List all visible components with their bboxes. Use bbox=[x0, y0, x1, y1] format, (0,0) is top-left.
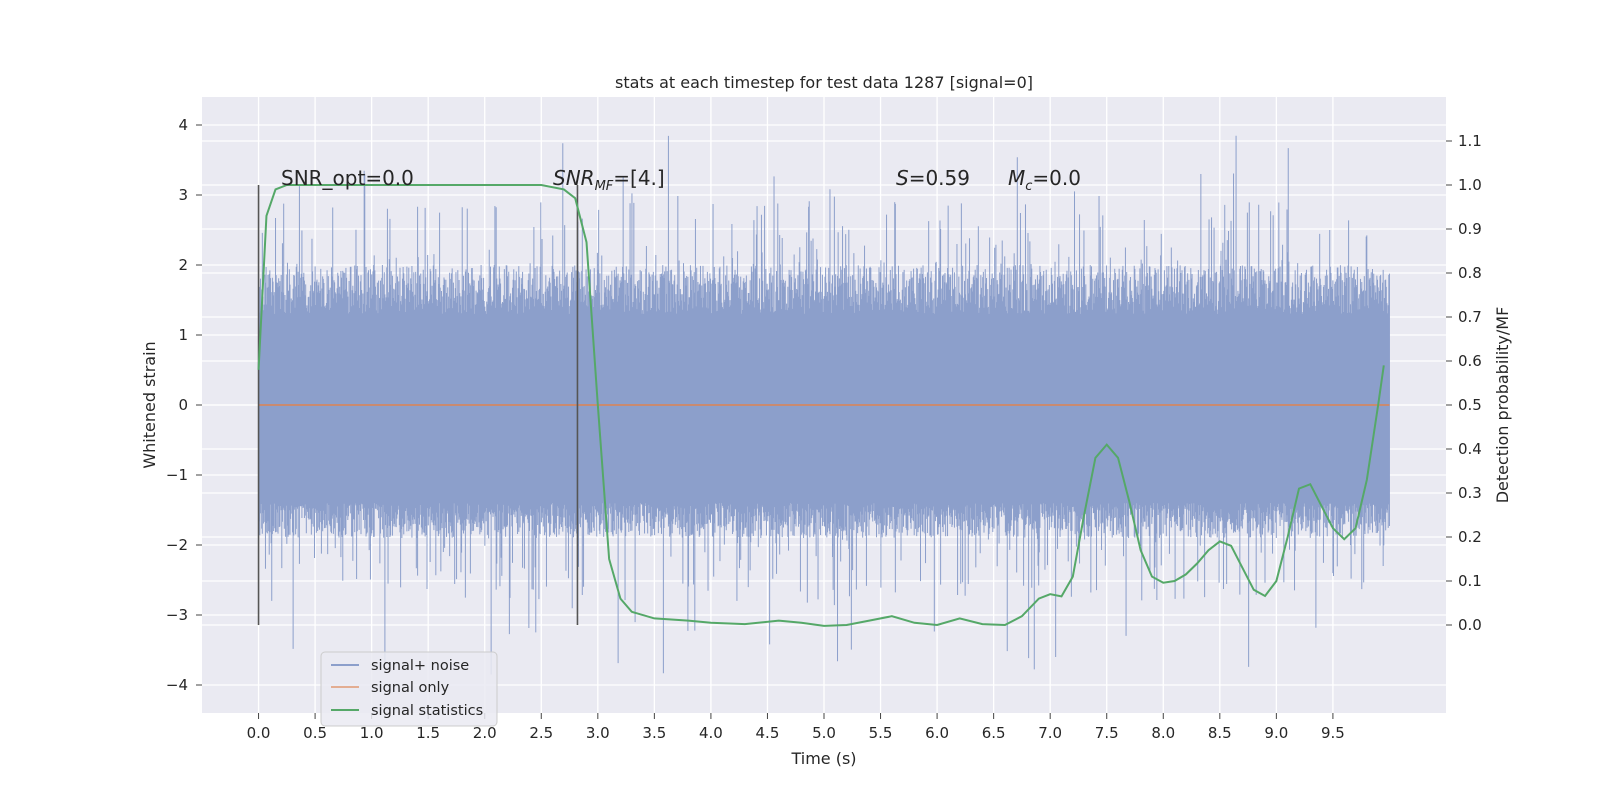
x-tick-label: 2.0 bbox=[473, 724, 497, 742]
y-right-tick-label: 0.6 bbox=[1458, 352, 1482, 370]
x-tick-label: 2.5 bbox=[529, 724, 553, 742]
y-right-tick-label: 1.0 bbox=[1458, 176, 1482, 194]
annotation-snr-mf-sub: MF bbox=[595, 179, 614, 194]
y-right-tick-label: 0.1 bbox=[1458, 572, 1482, 590]
y-right-tick-label: 0.8 bbox=[1458, 264, 1482, 282]
x-tick-label: 7.0 bbox=[1038, 724, 1062, 742]
x-tick-label: 6.5 bbox=[982, 724, 1006, 742]
x-tick-label: 4.0 bbox=[699, 724, 723, 742]
y-left-tick-label: −3 bbox=[166, 606, 188, 624]
x-tick-label: 4.5 bbox=[756, 724, 780, 742]
x-tick-label: 3.5 bbox=[642, 724, 666, 742]
legend: signal+ noise signal only signal statist… bbox=[320, 651, 498, 727]
annotation-s: S=0.59 bbox=[896, 166, 970, 190]
x-tick-label: 3.0 bbox=[586, 724, 610, 742]
annotation-s-symbol: S bbox=[896, 166, 909, 190]
x-tick-label: 0.5 bbox=[303, 724, 327, 742]
y-left-tick-label: 0 bbox=[178, 396, 188, 414]
x-tick-label: 5.0 bbox=[812, 724, 836, 742]
legend-label-signal-statistics: signal statistics bbox=[371, 703, 483, 719]
y-left-tick-label: 2 bbox=[178, 256, 188, 274]
y-right-tick-label: 0.3 bbox=[1458, 484, 1482, 502]
y-right-tick-label: 0.9 bbox=[1458, 220, 1482, 238]
x-tick-label: 1.5 bbox=[416, 724, 440, 742]
y-right-tick-label: 0.5 bbox=[1458, 396, 1482, 414]
y-right-tick-label: 0.2 bbox=[1458, 528, 1482, 546]
y-right-tick-label: 1.1 bbox=[1458, 132, 1482, 150]
annotation-snr-opt: SNR_opt=0.0 bbox=[281, 166, 414, 190]
y-left-tick-label: −1 bbox=[166, 466, 188, 484]
y-left-tick-label: −2 bbox=[166, 536, 188, 554]
legend-label-signal-noise: signal+ noise bbox=[371, 658, 469, 674]
x-tick-label: 5.5 bbox=[869, 724, 893, 742]
series-signal-statistics bbox=[257, 184, 1385, 627]
chart-title: stats at each timestep for test data 128… bbox=[615, 73, 1033, 92]
x-axis-label: Time (s) bbox=[790, 749, 856, 768]
x-axis-ticks: 0.0 0.5 1.0 1.5 2.0 2.5 3.0 3.5 4.0 4.5 5.0 5.5 6.0 6… bbox=[247, 713, 1345, 742]
x-tick-label: 1.0 bbox=[360, 724, 384, 742]
x-tick-label: 7.5 bbox=[1095, 724, 1119, 742]
y-right-tick-label: 0.0 bbox=[1458, 616, 1482, 634]
x-tick-label: 9.5 bbox=[1321, 724, 1345, 742]
y-right-axis-label: Detection probability/MF bbox=[1493, 307, 1512, 504]
y-left-tick-label: −4 bbox=[166, 676, 188, 694]
y-left-tick-label: 1 bbox=[178, 326, 188, 344]
legend-label-signal-only: signal only bbox=[371, 680, 450, 696]
y-left-tick-label: 4 bbox=[178, 116, 188, 134]
y-left-axis-ticks: 4 3 2 1 0 −1 −2 −3 −4 bbox=[166, 116, 202, 694]
x-tick-label: 8.0 bbox=[1151, 724, 1175, 742]
annotation-mc-value: =0.0 bbox=[1032, 166, 1081, 190]
annotation-snr-mf-main: SNR bbox=[553, 166, 595, 190]
y-right-tick-label: 0.7 bbox=[1458, 308, 1482, 326]
x-tick-label: 0.0 bbox=[247, 724, 271, 742]
annotation-mc-symbol: M bbox=[1008, 166, 1025, 190]
x-tick-label: 9.0 bbox=[1264, 724, 1288, 742]
annotation-snr-mf-value: =[4.] bbox=[613, 166, 664, 190]
annotation-s-value: =0.59 bbox=[909, 166, 970, 190]
annotation-snr-mf: SNRMF=[4.] bbox=[553, 166, 665, 194]
x-tick-label: 6.0 bbox=[925, 724, 949, 742]
annotation-mc: Mc=0.0 bbox=[1008, 166, 1081, 194]
x-tick-label: 8.5 bbox=[1208, 724, 1232, 742]
y-left-tick-label: 3 bbox=[178, 186, 188, 204]
y-left-axis-label: Whitened strain bbox=[140, 341, 159, 468]
y-right-axis-ticks: 1.1 1.0 0.9 0.8 0.7 0.6 0.5 0.4 0.3 0.2 0.1 0.0 bbox=[1446, 132, 1482, 634]
y-right-tick-label: 0.4 bbox=[1458, 440, 1482, 458]
annotation-mc-sub: c bbox=[1025, 179, 1032, 194]
legend-box bbox=[320, 651, 498, 727]
